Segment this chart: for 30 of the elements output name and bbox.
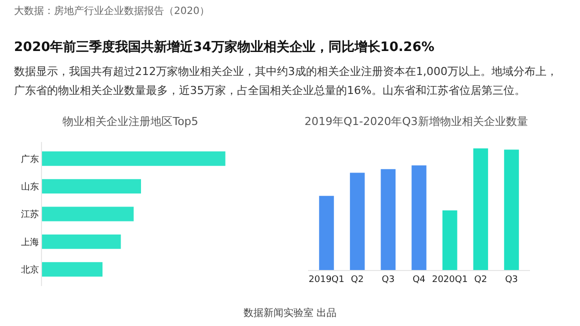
bar	[319, 196, 334, 270]
bar	[42, 206, 134, 222]
chart-title: 物业相关企业注册地区Top5	[62, 115, 198, 128]
bar	[473, 148, 488, 270]
y-tick-label: 江苏	[21, 209, 40, 220]
x-tick-label: Q3	[382, 274, 395, 285]
y-tick-label: 北京	[21, 264, 40, 276]
chart-title: 2019年Q1-2020年Q3新增物业相关企业数量	[304, 115, 528, 128]
bar	[42, 179, 142, 194]
bar	[42, 151, 226, 166]
x-tick-label: Q3	[505, 274, 518, 285]
x-tick-label: Q2	[474, 274, 488, 285]
bar	[442, 210, 458, 270]
text: 大数据：房地产行业企业数据报告（2020）	[14, 4, 210, 18]
x-tick-label: 2019Q1	[308, 274, 344, 285]
x-tick-label: Q2	[350, 274, 364, 285]
text: 数据显示，我国共有超过212万家物业相关企业，其中约3成的相关企业注册资本在1,000万以上。地域分布上，广东省的物业相关企业数量最多，近35万家，占全国相关企业总量的16%。山东省和江苏省位居第三位。	[14, 64, 558, 99]
bar	[42, 262, 103, 277]
bar	[412, 165, 426, 270]
x-tick-label: 2020Q1	[432, 274, 468, 285]
text: 数据新闻实验室 出品	[242, 306, 338, 320]
y-tick-label: 广东	[21, 154, 40, 165]
bar	[350, 172, 365, 270]
bar	[504, 150, 519, 270]
x-tick-label: Q4	[412, 274, 426, 285]
bar	[42, 234, 121, 249]
y-tick-label: 山东	[21, 181, 40, 192]
text: 2020年前三季度我国共新增近34万家物业相关企业，同比增长10.26%	[14, 38, 436, 56]
y-tick-label: 上海	[21, 236, 40, 248]
bar	[380, 169, 396, 270]
